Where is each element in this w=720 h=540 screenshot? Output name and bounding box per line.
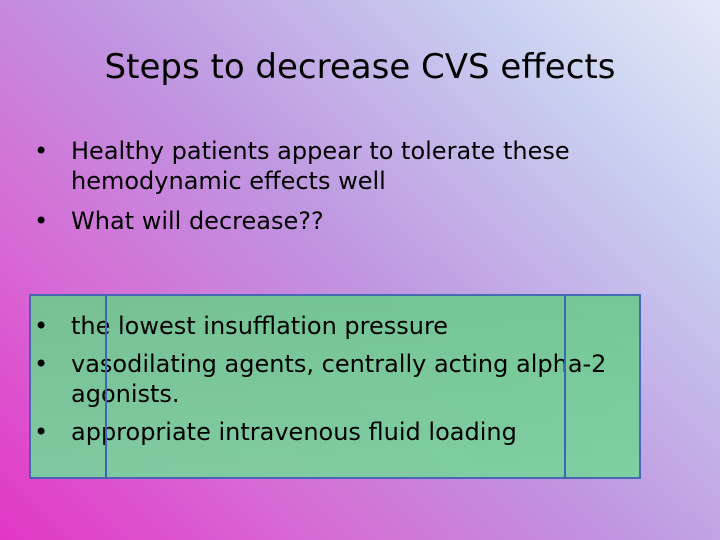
bullet-item: • Healthy patients appear to tolerate the… <box>30 136 670 196</box>
box-divider-right <box>564 294 566 479</box>
highlight-box <box>29 294 641 479</box>
bullet-item: • vasodilating agents, centrally acting a… <box>30 349 670 409</box>
bullet-text: Healthy patients appear to tolerate thes… <box>71 137 570 195</box>
bullet-text: vasodilating agents, centrally acting al… <box>71 350 607 408</box>
bullet-icon: • <box>34 350 49 378</box>
box-divider-left <box>105 294 107 479</box>
top-bullet-list: • Healthy patients appear to tolerate the… <box>30 136 670 246</box>
bullet-item: • What will decrease?? <box>30 206 670 236</box>
bullet-item: • the lowest insufflation pressure <box>30 311 670 341</box>
bottom-bullet-list: • the lowest insufflation pressure • vasod… <box>30 311 670 455</box>
bullet-text: the lowest insufflation pressure <box>71 312 449 340</box>
bullet-text: What will decrease?? <box>71 207 324 235</box>
bullet-icon: • <box>34 137 49 165</box>
bullet-item: • appropriate intravenous fluid loading <box>30 417 670 447</box>
slide-title: Steps to decrease CVS effects <box>104 47 616 87</box>
bullet-icon: • <box>34 312 49 340</box>
bullet-icon: • <box>34 418 49 446</box>
bullet-text: appropriate intravenous fluid loading <box>71 418 517 446</box>
bullet-icon: • <box>34 207 49 235</box>
